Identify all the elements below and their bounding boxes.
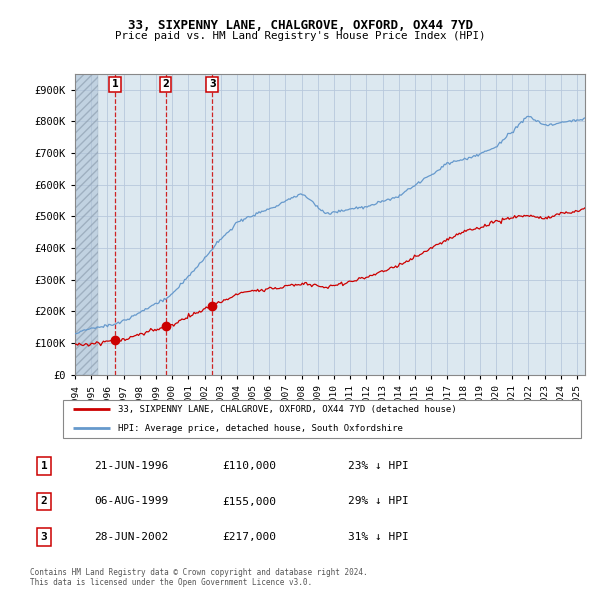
Text: 33, SIXPENNY LANE, CHALGROVE, OXFORD, OX44 7YD (detached house): 33, SIXPENNY LANE, CHALGROVE, OXFORD, OX…: [118, 405, 457, 414]
Text: £155,000: £155,000: [223, 497, 277, 506]
Text: 3: 3: [209, 79, 215, 89]
Text: 3: 3: [41, 532, 47, 542]
Text: 1: 1: [41, 461, 47, 471]
Text: 33, SIXPENNY LANE, CHALGROVE, OXFORD, OX44 7YD: 33, SIXPENNY LANE, CHALGROVE, OXFORD, OX…: [128, 19, 473, 32]
Text: HPI: Average price, detached house, South Oxfordshire: HPI: Average price, detached house, Sout…: [118, 424, 403, 433]
FancyBboxPatch shape: [62, 400, 581, 438]
Text: 2: 2: [162, 79, 169, 89]
Text: 28-JUN-2002: 28-JUN-2002: [94, 532, 169, 542]
Text: 31% ↓ HPI: 31% ↓ HPI: [348, 532, 409, 542]
Text: Price paid vs. HM Land Registry's House Price Index (HPI): Price paid vs. HM Land Registry's House …: [115, 31, 485, 41]
Text: 2: 2: [41, 497, 47, 506]
Text: £217,000: £217,000: [223, 532, 277, 542]
Text: 1: 1: [112, 79, 118, 89]
Text: 21-JUN-1996: 21-JUN-1996: [94, 461, 169, 471]
Text: 23% ↓ HPI: 23% ↓ HPI: [348, 461, 409, 471]
Bar: [75, 74, 98, 375]
Text: 06-AUG-1999: 06-AUG-1999: [94, 497, 169, 506]
Text: Contains HM Land Registry data © Crown copyright and database right 2024.
This d: Contains HM Land Registry data © Crown c…: [30, 568, 368, 587]
Text: £110,000: £110,000: [223, 461, 277, 471]
Text: 29% ↓ HPI: 29% ↓ HPI: [348, 497, 409, 506]
